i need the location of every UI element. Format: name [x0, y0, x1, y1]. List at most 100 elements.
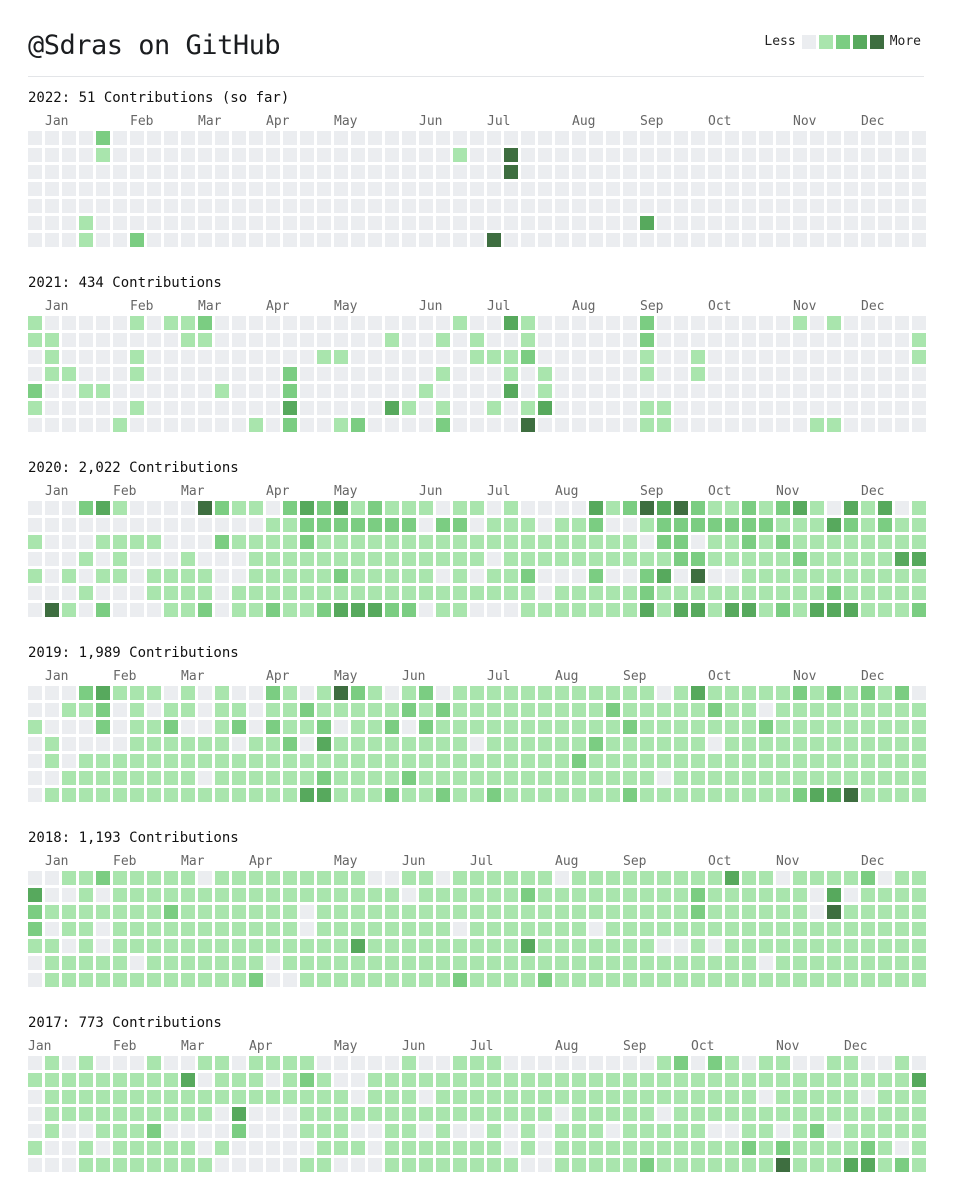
- contribution-day-cell[interactable]: [640, 401, 654, 415]
- contribution-day-cell[interactable]: [759, 939, 773, 953]
- contribution-day-cell[interactable]: [895, 384, 909, 398]
- contribution-day-cell[interactable]: [249, 905, 263, 919]
- contribution-day-cell[interactable]: [657, 973, 671, 987]
- contribution-day-cell[interactable]: [640, 1124, 654, 1138]
- contribution-day-cell[interactable]: [487, 1056, 501, 1070]
- contribution-day-cell[interactable]: [300, 771, 314, 785]
- contribution-day-cell[interactable]: [640, 603, 654, 617]
- contribution-day-cell[interactable]: [640, 1107, 654, 1121]
- contribution-day-cell[interactable]: [912, 518, 926, 532]
- contribution-day-cell[interactable]: [470, 1124, 484, 1138]
- contribution-day-cell[interactable]: [470, 535, 484, 549]
- contribution-day-cell[interactable]: [844, 418, 858, 432]
- contribution-day-cell[interactable]: [436, 233, 450, 247]
- contribution-day-cell[interactable]: [606, 771, 620, 785]
- contribution-day-cell[interactable]: [79, 888, 93, 902]
- contribution-day-cell[interactable]: [79, 148, 93, 162]
- contribution-day-cell[interactable]: [827, 216, 841, 230]
- contribution-day-cell[interactable]: [606, 316, 620, 330]
- contribution-day-cell[interactable]: [130, 771, 144, 785]
- contribution-day-cell[interactable]: [810, 1141, 824, 1155]
- contribution-day-cell[interactable]: [589, 737, 603, 751]
- contribution-day-cell[interactable]: [45, 316, 59, 330]
- contribution-day-cell[interactable]: [113, 871, 127, 885]
- contribution-day-cell[interactable]: [691, 535, 705, 549]
- contribution-day-cell[interactable]: [368, 956, 382, 970]
- contribution-day-cell[interactable]: [861, 703, 875, 717]
- contribution-day-cell[interactable]: [266, 1107, 280, 1121]
- contribution-day-cell[interactable]: [300, 350, 314, 364]
- contribution-day-cell[interactable]: [28, 956, 42, 970]
- contribution-day-cell[interactable]: [45, 788, 59, 802]
- contribution-day-cell[interactable]: [402, 905, 416, 919]
- contribution-day-cell[interactable]: [691, 1124, 705, 1138]
- contribution-day-cell[interactable]: [878, 165, 892, 179]
- contribution-day-cell[interactable]: [198, 1073, 212, 1087]
- contribution-day-cell[interactable]: [538, 233, 552, 247]
- contribution-day-cell[interactable]: [215, 1090, 229, 1104]
- contribution-day-cell[interactable]: [793, 182, 807, 196]
- contribution-day-cell[interactable]: [232, 333, 246, 347]
- contribution-day-cell[interactable]: [470, 552, 484, 566]
- contribution-day-cell[interactable]: [810, 1107, 824, 1121]
- contribution-day-cell[interactable]: [368, 165, 382, 179]
- contribution-day-cell[interactable]: [725, 788, 739, 802]
- contribution-day-cell[interactable]: [113, 535, 127, 549]
- contribution-day-cell[interactable]: [385, 350, 399, 364]
- contribution-day-cell[interactable]: [844, 569, 858, 583]
- contribution-day-cell[interactable]: [708, 788, 722, 802]
- contribution-day-cell[interactable]: [555, 216, 569, 230]
- contribution-day-cell[interactable]: [555, 871, 569, 885]
- contribution-day-cell[interactable]: [487, 1124, 501, 1138]
- contribution-day-cell[interactable]: [436, 956, 450, 970]
- contribution-day-cell[interactable]: [232, 1141, 246, 1155]
- contribution-day-cell[interactable]: [572, 871, 586, 885]
- contribution-day-cell[interactable]: [147, 401, 161, 415]
- contribution-day-cell[interactable]: [28, 131, 42, 145]
- contribution-day-cell[interactable]: [368, 1056, 382, 1070]
- contribution-day-cell[interactable]: [674, 737, 688, 751]
- contribution-day-cell[interactable]: [589, 771, 603, 785]
- contribution-day-cell[interactable]: [28, 535, 42, 549]
- contribution-day-cell[interactable]: [657, 905, 671, 919]
- contribution-day-cell[interactable]: [300, 569, 314, 583]
- contribution-day-cell[interactable]: [827, 788, 841, 802]
- contribution-day-cell[interactable]: [895, 1056, 909, 1070]
- contribution-day-cell[interactable]: [521, 1141, 535, 1155]
- contribution-day-cell[interactable]: [62, 1107, 76, 1121]
- contribution-day-cell[interactable]: [300, 316, 314, 330]
- contribution-day-cell[interactable]: [317, 535, 331, 549]
- contribution-day-cell[interactable]: [79, 384, 93, 398]
- contribution-day-cell[interactable]: [113, 384, 127, 398]
- contribution-day-cell[interactable]: [147, 518, 161, 532]
- contribution-day-cell[interactable]: [62, 333, 76, 347]
- contribution-day-cell[interactable]: [164, 535, 178, 549]
- contribution-day-cell[interactable]: [96, 418, 110, 432]
- contribution-day-cell[interactable]: [538, 586, 552, 600]
- contribution-day-cell[interactable]: [487, 367, 501, 381]
- contribution-day-cell[interactable]: [759, 1107, 773, 1121]
- contribution-day-cell[interactable]: [504, 501, 518, 515]
- contribution-day-cell[interactable]: [606, 367, 620, 381]
- contribution-day-cell[interactable]: [572, 905, 586, 919]
- contribution-day-cell[interactable]: [96, 518, 110, 532]
- contribution-day-cell[interactable]: [538, 754, 552, 768]
- contribution-day-cell[interactable]: [725, 148, 739, 162]
- contribution-day-cell[interactable]: [385, 367, 399, 381]
- contribution-day-cell[interactable]: [351, 418, 365, 432]
- contribution-day-cell[interactable]: [249, 922, 263, 936]
- contribution-day-cell[interactable]: [113, 956, 127, 970]
- contribution-day-cell[interactable]: [181, 1090, 195, 1104]
- contribution-day-cell[interactable]: [657, 1107, 671, 1121]
- contribution-day-cell[interactable]: [487, 165, 501, 179]
- contribution-day-cell[interactable]: [861, 199, 875, 213]
- contribution-day-cell[interactable]: [368, 720, 382, 734]
- contribution-day-cell[interactable]: [657, 1073, 671, 1087]
- contribution-day-cell[interactable]: [283, 535, 297, 549]
- contribution-day-cell[interactable]: [79, 1090, 93, 1104]
- contribution-day-cell[interactable]: [130, 501, 144, 515]
- contribution-day-cell[interactable]: [640, 384, 654, 398]
- contribution-day-cell[interactable]: [317, 418, 331, 432]
- contribution-day-cell[interactable]: [776, 182, 790, 196]
- contribution-day-cell[interactable]: [878, 1107, 892, 1121]
